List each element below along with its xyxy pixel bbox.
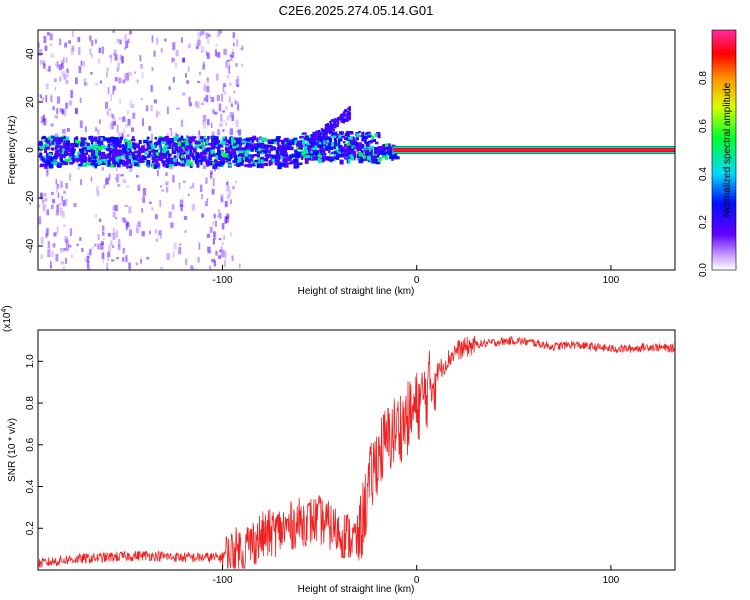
y-tick-label: 20 (25, 96, 36, 108)
x-tick-label: 0 (414, 575, 420, 586)
x-tick-label: -100 (212, 575, 232, 586)
snr-line (38, 335, 675, 570)
x-tick-label: 100 (603, 575, 620, 586)
colorbar-tick-label: 0.8 (698, 71, 709, 85)
spectrogram-x-ticks: -100 0 100 (212, 265, 620, 286)
colorbar: 0.0 0.2 0.4 0.6 0.8 Normalized spectral ampl… (698, 29, 737, 277)
colorbar-tick-label: 0.6 (698, 119, 709, 133)
y-tick-label: 0.4 (25, 479, 36, 493)
figure-title: C2E6.2025.274.05.14.G01 (279, 3, 434, 18)
y-tick-label: 0.2 (25, 521, 36, 535)
spectrogram-panel: -100 0 100 -40 -20 0 20 40 Height of straight … (7, 29, 676, 297)
snr-y-ticks: 0.2 0.4 0.6 0.8 1.0 (25, 354, 43, 535)
y-tick-label: 0.6 (25, 437, 36, 451)
y-tick-label: 40 (25, 48, 36, 60)
spectrogram-y-ticks: -40 -20 0 20 40 (25, 48, 43, 253)
snr-y-label: SNR (10 * v/v) (7, 418, 18, 482)
colorbar-gradient (711, 29, 737, 271)
colorbar-tick-label: 0.0 (698, 263, 709, 277)
snr-x-label: Height of straight line (km) (298, 584, 415, 595)
x-tick-label: 0 (414, 275, 420, 286)
colorbar-ticks: 0.0 0.2 0.4 0.6 0.8 (698, 71, 709, 277)
y-tick-label: -20 (25, 190, 36, 205)
spectrogram-image (38, 30, 675, 270)
colorbar-tick-label: 0.4 (698, 167, 709, 181)
y-tick-label: 1.0 (25, 354, 36, 368)
colorbar-tick-label: 0.2 (698, 215, 709, 229)
y-tick-label: -40 (25, 238, 36, 253)
y-tick-label: 0 (25, 147, 36, 153)
x-tick-label: -100 (212, 275, 232, 286)
snr-panel: -100 0 100 0.2 0.4 0.6 0.8 1.0 (x104) Height o… (1, 305, 676, 595)
y-tick-label: 0.8 (25, 396, 36, 410)
spectrogram-y-label: Frequency (Hz) (7, 116, 18, 185)
snr-x-ticks: -100 0 100 (212, 565, 620, 586)
x-tick-label: 100 (603, 275, 620, 286)
spectrogram-x-label: Height of straight line (km) (298, 286, 415, 297)
snr-scale-label: (x104) (1, 305, 13, 332)
colorbar-label: Normalized spectral amplitude (722, 82, 733, 217)
snr-frame (37, 329, 676, 571)
